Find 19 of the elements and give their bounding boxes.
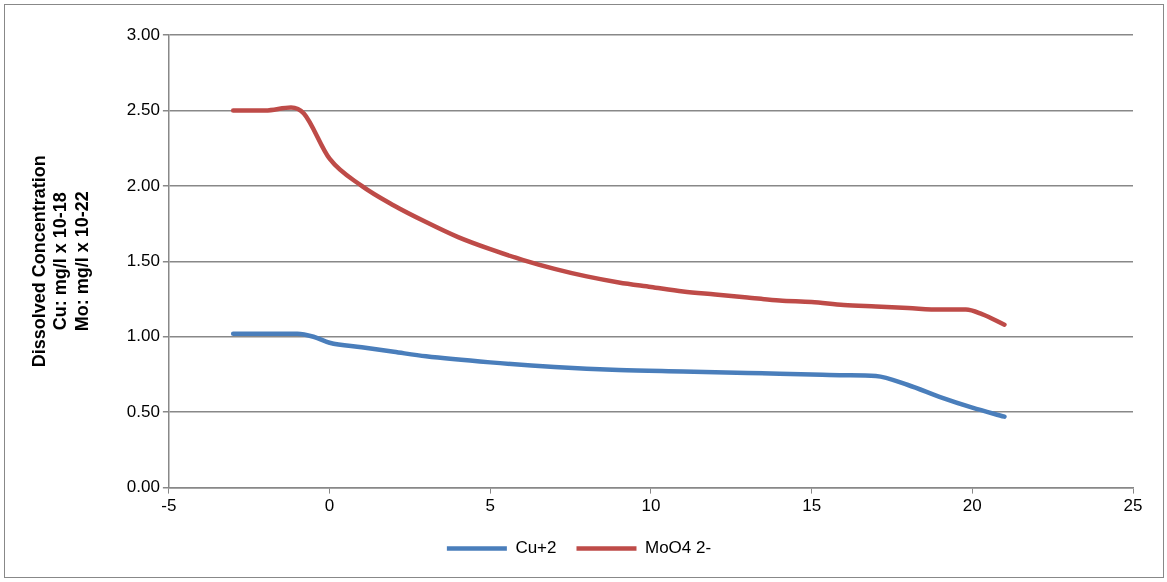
- legend-label: MoO4 2-: [644, 538, 712, 558]
- y-tick-label: 0.50: [126, 401, 160, 421]
- y-tick-label: 2.50: [126, 100, 160, 120]
- x-tick-label: 5: [485, 496, 495, 516]
- y-axis-title: Dissolved Concentration Cu: mg/l x 10-18 Mo: mg/l x 10-22: [28, 155, 92, 368]
- line-series: [230, 105, 1007, 327]
- x-tick-label: -5: [161, 496, 177, 516]
- y-tick-label: 2.00: [126, 175, 160, 195]
- y-tick-label: 0.00: [126, 477, 160, 497]
- x-tick-label: 15: [802, 496, 822, 516]
- x-tick-label: 0: [324, 496, 335, 516]
- y-tick-label: 3.00: [126, 24, 160, 44]
- legend-label: Cu+2: [515, 538, 557, 558]
- x-tick-label: 20: [962, 496, 982, 516]
- y-tick-label: 1.00: [126, 326, 160, 346]
- line-series: [230, 331, 1007, 419]
- x-tick-label: 25: [1123, 496, 1143, 516]
- x-tick-label: 10: [641, 496, 661, 516]
- y-tick-label: 1.50: [126, 250, 160, 270]
